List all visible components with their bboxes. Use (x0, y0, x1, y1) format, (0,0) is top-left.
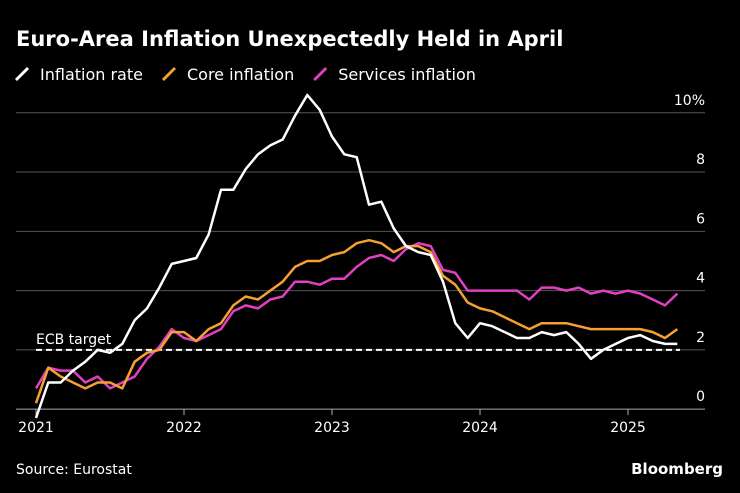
y-tick-label: 10% (674, 93, 705, 109)
legend-label: Inflation rate (40, 65, 143, 84)
source: Source: Eurostat (16, 462, 132, 478)
x-tick-label: 2021 (18, 420, 54, 436)
x-tick-label: 2024 (462, 420, 498, 436)
y-tick-label: 8 (696, 152, 705, 168)
legend-swatch (161, 66, 177, 82)
series-line (34, 238, 679, 404)
brand: Bloomberg (631, 460, 723, 478)
legend-label: Services inflation (338, 65, 476, 84)
target-label: ECB target (36, 332, 112, 348)
y-tick-label: 6 (696, 211, 705, 227)
chart-title: Euro-Area Inflation Unexpectedly Held in… (16, 27, 563, 51)
x-tick-label: 2022 (166, 420, 202, 436)
y-tick-label: 4 (696, 271, 705, 287)
legend-swatch (313, 66, 328, 82)
legend-label: Core inflation (187, 65, 294, 84)
x-tick-label: 2023 (314, 420, 350, 436)
x-tick-label: 2025 (610, 420, 646, 436)
y-tick-label: 0 (696, 389, 705, 405)
series-line (34, 241, 679, 390)
y-tick-label: 2 (696, 330, 705, 346)
legend-swatch (14, 66, 30, 82)
series-line (34, 93, 678, 419)
